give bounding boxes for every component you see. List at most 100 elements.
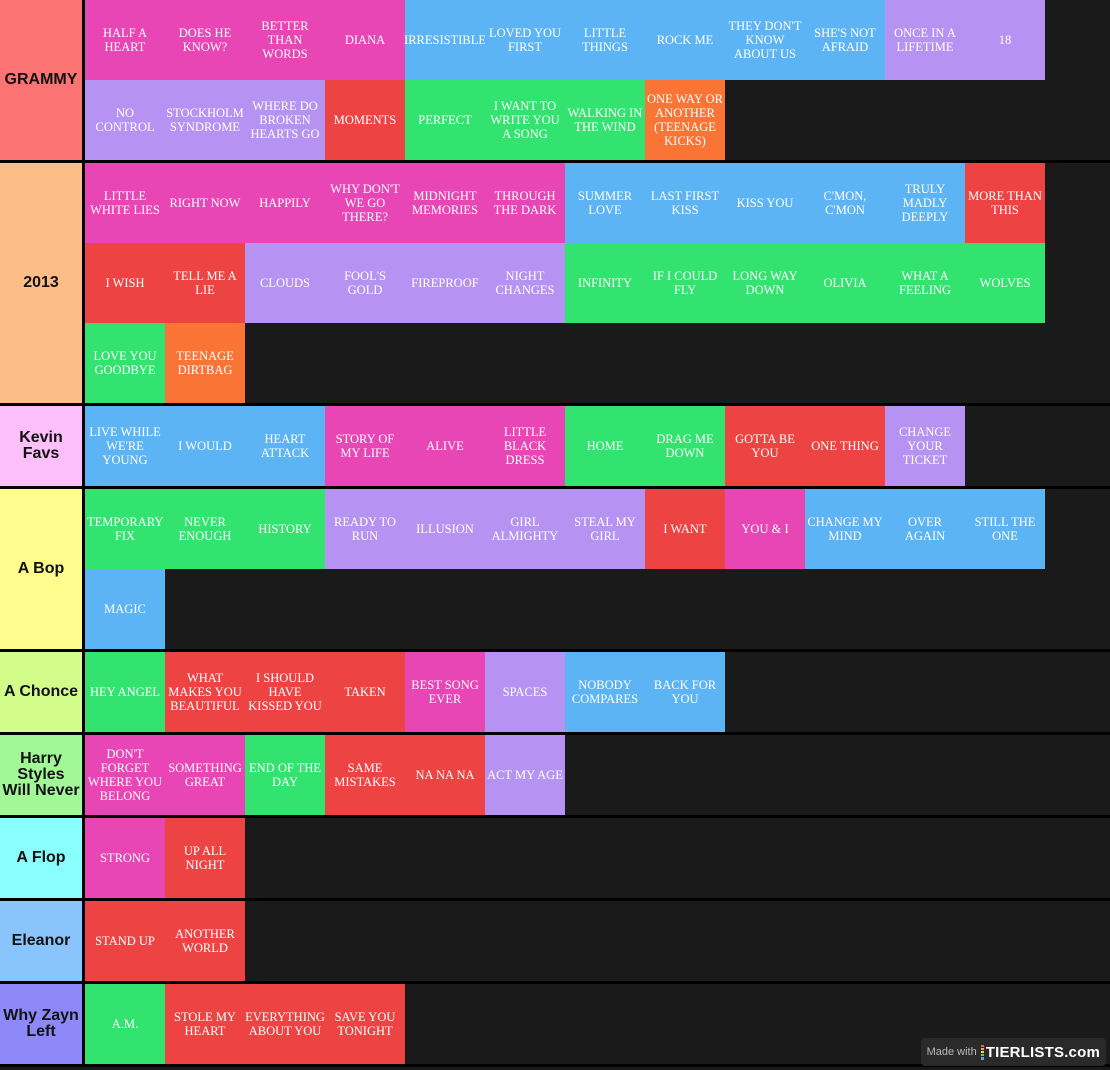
song-tile[interactable]: KISS YOU bbox=[725, 163, 805, 243]
song-tile[interactable]: CHANGE MY MIND bbox=[805, 489, 885, 569]
song-tile[interactable]: MAGIC bbox=[85, 569, 165, 649]
song-tile[interactable]: NOBODY COMPARES bbox=[565, 652, 645, 732]
song-tile[interactable]: I WISH bbox=[85, 243, 165, 323]
song-tile[interactable]: WHAT MAKES YOU BEAUTIFUL bbox=[165, 652, 245, 732]
song-tile[interactable]: BEST SONG EVER bbox=[405, 652, 485, 732]
song-tile[interactable]: LITTLE WHITE LIES bbox=[85, 163, 165, 243]
song-tile[interactable]: MORE THAN THIS bbox=[965, 163, 1045, 243]
song-tile[interactable]: EVERYTHING ABOUT YOU bbox=[245, 984, 325, 1064]
song-tile[interactable]: HISTORY bbox=[245, 489, 325, 569]
song-tile[interactable]: TEENAGE DIRTBAG bbox=[165, 323, 245, 403]
song-tile[interactable]: TAKEN bbox=[325, 652, 405, 732]
song-tile[interactable]: HAPPILY bbox=[245, 163, 325, 243]
song-tile[interactable]: NO CONTROL bbox=[85, 80, 165, 160]
song-tile[interactable]: NIGHT CHANGES bbox=[485, 243, 565, 323]
song-tile[interactable]: LIVE WHILE WE'RE YOUNG bbox=[85, 406, 165, 486]
song-tile[interactable]: TRULY MADLY DEEPLY bbox=[885, 163, 965, 243]
song-tile[interactable]: FOOL'S GOLD bbox=[325, 243, 405, 323]
song-tile[interactable]: LOVE YOU GOODBYE bbox=[85, 323, 165, 403]
tier-label[interactable]: GRAMMY bbox=[0, 0, 85, 160]
song-tile[interactable]: ONE WAY OR ANOTHER (TEENAGE KICKS) bbox=[645, 80, 725, 160]
tier-label[interactable]: Why Zayn Left bbox=[0, 984, 85, 1064]
song-tile[interactable]: HEART ATTACK bbox=[245, 406, 325, 486]
song-tile[interactable]: DOES HE KNOW? bbox=[165, 0, 245, 80]
song-tile[interactable]: THROUGH THE DARK bbox=[485, 163, 565, 243]
tierlists-watermark[interactable]: Made with TIERLISTS.com bbox=[920, 1038, 1106, 1066]
song-tile[interactable]: WHY DON'T WE GO THERE? bbox=[325, 163, 405, 243]
song-tile[interactable]: A.M. bbox=[85, 984, 165, 1064]
song-tile[interactable]: ACT MY AGE bbox=[485, 735, 565, 815]
song-tile[interactable]: IRRESISTIBLE bbox=[404, 0, 486, 80]
song-tile[interactable]: ILLUSION bbox=[405, 489, 485, 569]
song-tile[interactable]: SUMMER LOVE bbox=[565, 163, 645, 243]
song-tile[interactable]: LONG WAY DOWN bbox=[725, 243, 805, 323]
song-tile[interactable]: ONCE IN A LIFETIME bbox=[885, 0, 965, 80]
song-tile[interactable]: I WANT TO WRITE YOU A SONG bbox=[485, 80, 565, 160]
tier-label[interactable]: Kevin Favs bbox=[0, 406, 85, 486]
song-tile[interactable]: STRONG bbox=[85, 818, 165, 898]
song-tile[interactable]: END OF THE DAY bbox=[245, 735, 325, 815]
song-tile[interactable]: STOCKHOLM SYNDROME bbox=[165, 80, 245, 160]
song-tile[interactable]: HALF A HEART bbox=[85, 0, 165, 80]
song-tile[interactable]: STOLE MY HEART bbox=[165, 984, 245, 1064]
song-tile[interactable]: ALIVE bbox=[405, 406, 485, 486]
song-tile[interactable]: LITTLE BLACK DRESS bbox=[485, 406, 565, 486]
song-tile[interactable]: OLIVIA bbox=[805, 243, 885, 323]
song-tile[interactable]: INFINITY bbox=[565, 243, 645, 323]
song-tile[interactable]: WHAT A FEELING bbox=[885, 243, 965, 323]
song-tile[interactable]: DIANA bbox=[325, 0, 405, 80]
tier-label[interactable]: A Chonce bbox=[0, 652, 85, 732]
song-tile[interactable]: THEY DON'T KNOW ABOUT US bbox=[725, 0, 805, 80]
song-tile[interactable]: C'MON, C'MON bbox=[805, 163, 885, 243]
song-tile[interactable]: SOMETHING GREAT bbox=[165, 735, 245, 815]
song-tile[interactable]: ONE THING bbox=[805, 406, 885, 486]
song-tile[interactable]: LAST FIRST KISS bbox=[645, 163, 725, 243]
song-tile[interactable]: STEAL MY GIRL bbox=[565, 489, 645, 569]
song-tile[interactable]: ROCK ME bbox=[645, 0, 725, 80]
song-tile[interactable]: PERFECT bbox=[405, 80, 485, 160]
song-tile[interactable]: WALKING IN THE WIND bbox=[565, 80, 645, 160]
song-tile[interactable]: YOU & I bbox=[725, 489, 805, 569]
song-tile[interactable]: STORY OF MY LIFE bbox=[325, 406, 405, 486]
song-tile[interactable]: OVER AGAIN bbox=[885, 489, 965, 569]
song-tile[interactable]: DRAG ME DOWN bbox=[645, 406, 725, 486]
song-tile[interactable]: CLOUDS bbox=[245, 243, 325, 323]
tier-label[interactable]: Eleanor bbox=[0, 901, 85, 981]
song-tile[interactable]: I WANT bbox=[645, 489, 725, 569]
song-tile[interactable]: MIDNIGHT MEMORIES bbox=[405, 163, 485, 243]
song-tile[interactable]: GOTTA BE YOU bbox=[725, 406, 805, 486]
song-tile[interactable]: READY TO RUN bbox=[325, 489, 405, 569]
song-tile[interactable]: HOME bbox=[565, 406, 645, 486]
song-tile[interactable]: 18 bbox=[965, 0, 1045, 80]
song-tile[interactable]: MOMENTS bbox=[325, 80, 405, 160]
song-tile[interactable]: NA NA NA bbox=[405, 735, 485, 815]
song-tile[interactable]: FIREPROOF bbox=[405, 243, 485, 323]
song-tile[interactable]: BETTER THAN WORDS bbox=[245, 0, 325, 80]
song-tile[interactable]: DON'T FORGET WHERE YOU BELONG bbox=[85, 735, 165, 815]
song-tile[interactable]: STILL THE ONE bbox=[965, 489, 1045, 569]
song-tile[interactable]: RIGHT NOW bbox=[165, 163, 245, 243]
song-tile[interactable]: NEVER ENOUGH bbox=[165, 489, 245, 569]
song-tile[interactable]: I WOULD bbox=[165, 406, 245, 486]
song-tile[interactable]: LITTLE THINGS bbox=[565, 0, 645, 80]
tier-label[interactable]: 2013 bbox=[0, 163, 85, 403]
song-tile[interactable]: GIRL ALMIGHTY bbox=[485, 489, 565, 569]
song-tile[interactable]: WOLVES bbox=[965, 243, 1045, 323]
song-tile[interactable]: TEMPORARY FIX bbox=[85, 489, 165, 569]
song-tile[interactable]: STAND UP bbox=[85, 901, 165, 981]
song-tile[interactable]: LOVED YOU FIRST bbox=[485, 0, 565, 80]
song-tile[interactable]: HEY ANGEL bbox=[85, 652, 165, 732]
song-tile[interactable]: ANOTHER WORLD bbox=[165, 901, 245, 981]
song-tile[interactable]: SAME MISTAKES bbox=[325, 735, 405, 815]
song-tile[interactable]: SAVE YOU TONIGHT bbox=[325, 984, 405, 1064]
song-tile[interactable]: CHANGE YOUR TICKET bbox=[885, 406, 965, 486]
song-tile[interactable]: WHERE DO BROKEN HEARTS GO bbox=[245, 80, 325, 160]
song-tile[interactable]: IF I COULD FLY bbox=[645, 243, 725, 323]
song-tile[interactable]: SPACES bbox=[485, 652, 565, 732]
tier-label[interactable]: Harry Styles Will Never bbox=[0, 735, 85, 815]
song-tile[interactable]: BACK FOR YOU bbox=[645, 652, 725, 732]
song-tile[interactable]: UP ALL NIGHT bbox=[165, 818, 245, 898]
tier-label[interactable]: A Flop bbox=[0, 818, 85, 898]
song-tile[interactable]: SHE'S NOT AFRAID bbox=[805, 0, 885, 80]
song-tile[interactable]: I SHOULD HAVE KISSED YOU bbox=[245, 652, 325, 732]
